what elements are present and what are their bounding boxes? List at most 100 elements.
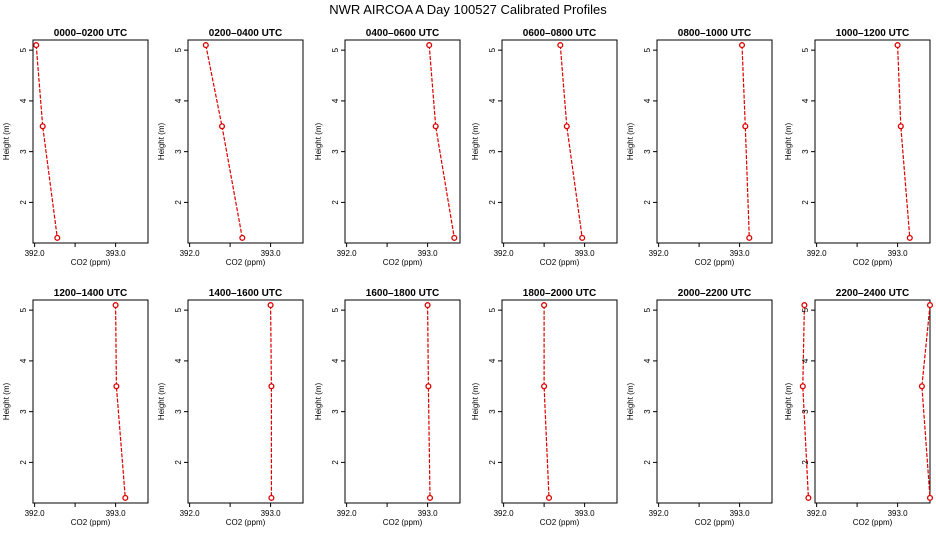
panel-title: 1400–1600 UTC	[209, 288, 282, 299]
y-tick-label: 3	[331, 409, 340, 414]
y-tick-label: 2	[331, 200, 340, 205]
y-tick-label: 5	[643, 47, 652, 52]
data-point	[742, 123, 749, 130]
profile-panel-11: 2000–2200 UTC 392.0 393.0 2 3 4 5 CO2 (ppm) Heig…	[626, 288, 812, 527]
data-point	[268, 383, 275, 390]
profile-panel-5: 0800–1000 UTC 392.0 393.0 2 3 4 5 CO2 (ppm) Heig…	[626, 28, 773, 267]
x-axis-label: CO2 (ppm)	[853, 518, 893, 527]
x-axis-label: CO2 (ppm)	[226, 518, 266, 527]
data-point	[738, 42, 746, 49]
x-axis-label: CO2 (ppm)	[540, 258, 580, 267]
x-tick-label: 392.0	[337, 509, 358, 518]
y-tick-label: 2	[331, 460, 340, 465]
y-axis-label: Height (m)	[157, 382, 166, 420]
profile-line	[543, 305, 550, 498]
data-point	[432, 123, 439, 130]
panel-title: 1000–1200 UTC	[836, 28, 909, 39]
plot-frame	[32, 299, 149, 504]
y-tick-label: 2	[174, 460, 183, 465]
x-axis-label: CO2 (ppm)	[695, 258, 735, 267]
x-tick-label: 393.0	[730, 509, 751, 518]
panel-title: 0200–0400 UTC	[209, 28, 282, 39]
y-tick-label: 3	[174, 409, 183, 414]
profile-line	[270, 305, 272, 498]
x-axis-label: CO2 (ppm)	[540, 518, 580, 527]
y-tick-label: 5	[801, 47, 810, 52]
profile-line	[205, 44, 243, 239]
profile-panel-8: 1400–1600 UTC 392.0 393.0 2 3 4 5 CO2 (ppm) Heig…	[157, 288, 304, 527]
y-tick-label: 4	[174, 98, 183, 103]
data-point	[202, 42, 209, 49]
plot-frame	[656, 39, 773, 244]
profile-panel-7: 1200–1400 UTC 392.0 393.0 2 3 4 5 CO2 (ppm) Heig…	[2, 288, 149, 527]
plot-frame	[344, 39, 461, 244]
panel-title: 0600–0800 UTC	[523, 28, 596, 39]
y-tick-label: 4	[331, 98, 340, 103]
y-axis-label: Height (m)	[471, 382, 480, 420]
x-axis-label: CO2 (ppm)	[853, 258, 893, 267]
profile-line	[115, 305, 126, 498]
y-tick-label: 2	[488, 200, 497, 205]
y-tick-label: 5	[331, 47, 340, 52]
panel-title: 1600–1800 UTC	[366, 288, 439, 299]
y-axis-label: Height (m)	[626, 382, 635, 420]
y-tick-label: 4	[19, 98, 28, 103]
y-tick-label: 5	[488, 307, 497, 312]
x-tick-label: 393.0	[575, 509, 596, 518]
y-tick-label: 5	[174, 307, 183, 312]
x-tick-label: 392.0	[25, 509, 46, 518]
y-tick-label: 4	[488, 358, 497, 363]
y-tick-label: 2	[174, 200, 183, 205]
profile-panel-12: 2200–2400 UTC 392.0 393.0 2 3 4 5 CO2 (ppm) Heig…	[784, 288, 934, 527]
plot-frame	[656, 299, 773, 504]
data-point	[268, 494, 275, 501]
y-tick-label: 2	[19, 200, 28, 205]
x-tick-label: 393.0	[888, 249, 909, 258]
data-point	[541, 383, 548, 390]
x-tick-label: 392.0	[807, 509, 828, 518]
x-tick-label: 392.0	[649, 249, 670, 258]
profile-line	[741, 45, 750, 238]
y-axis-label: Height (m)	[626, 122, 635, 160]
y-tick-label: 2	[801, 460, 810, 465]
y-tick-label: 2	[801, 200, 810, 205]
data-point	[799, 383, 806, 390]
panel-title: 1200–1400 UTC	[54, 288, 127, 299]
data-point	[218, 123, 226, 130]
plot-frame	[501, 299, 618, 504]
y-tick-label: 4	[643, 358, 652, 363]
panel-title: 0800–1000 UTC	[678, 28, 751, 39]
data-point	[113, 383, 120, 390]
panel-title: 0400–0600 UTC	[366, 28, 439, 39]
profile-panel-9: 1600–1800 UTC 392.0 393.0 2 3 4 5 CO2 (ppm) Heig…	[314, 288, 461, 527]
data-point	[579, 234, 586, 241]
y-axis-label: Height (m)	[784, 122, 793, 160]
y-tick-label: 3	[19, 409, 28, 414]
profile-line	[559, 45, 583, 238]
y-axis-label: Height (m)	[784, 382, 793, 420]
data-point	[906, 234, 913, 241]
y-tick-label: 3	[19, 149, 28, 154]
y-tick-label: 4	[643, 98, 652, 103]
y-axis-label: Height (m)	[314, 382, 323, 420]
y-tick-label: 5	[19, 47, 28, 52]
x-tick-label: 392.0	[494, 509, 515, 518]
y-tick-label: 2	[488, 460, 497, 465]
panel-title: 2200–2400 UTC	[836, 288, 909, 299]
x-tick-label: 393.0	[888, 509, 909, 518]
chart-main-title: NWR AIRCOA A Day 100527 Calibrated Profi…	[329, 2, 607, 17]
y-tick-label: 4	[801, 358, 810, 363]
data-point	[54, 234, 61, 241]
y-tick-label: 5	[488, 47, 497, 52]
data-point	[39, 123, 46, 130]
x-tick-label: 393.0	[730, 249, 751, 258]
data-point	[33, 42, 40, 49]
y-tick-label: 4	[801, 98, 810, 103]
profile-panel-6: 1000–1200 UTC 392.0 393.0 2 3 4 5 CO2 (ppm) Heig…	[784, 28, 931, 267]
data-point	[897, 123, 904, 130]
y-tick-label: 5	[801, 307, 810, 312]
y-tick-label: 3	[801, 149, 810, 154]
data-point	[926, 494, 934, 501]
x-tick-label: 393.0	[106, 249, 127, 258]
